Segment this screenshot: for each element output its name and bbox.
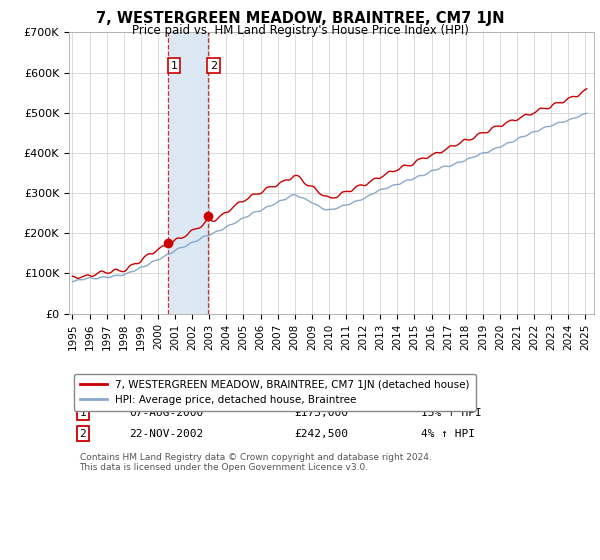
Text: 4% ↑ HPI: 4% ↑ HPI — [421, 429, 475, 439]
Bar — [168, 32, 208, 314]
Text: 1: 1 — [79, 408, 86, 418]
Text: 15% ↑ HPI: 15% ↑ HPI — [421, 408, 482, 418]
Text: £175,000: £175,000 — [295, 408, 349, 418]
Text: 07-AUG-2000: 07-AUG-2000 — [130, 408, 203, 418]
Text: 22-NOV-2002: 22-NOV-2002 — [130, 429, 203, 439]
Text: 2: 2 — [210, 60, 217, 71]
Text: Price paid vs. HM Land Registry's House Price Index (HPI): Price paid vs. HM Land Registry's House … — [131, 24, 469, 36]
Text: 1: 1 — [170, 60, 178, 71]
Text: £242,500: £242,500 — [295, 429, 349, 439]
Legend: 7, WESTERGREEN MEADOW, BRAINTREE, CM7 1JN (detached house), HPI: Average price, : 7, WESTERGREEN MEADOW, BRAINTREE, CM7 1J… — [74, 374, 476, 412]
Text: 2: 2 — [79, 429, 86, 439]
Text: Contains HM Land Registry data © Crown copyright and database right 2024.
This d: Contains HM Land Registry data © Crown c… — [79, 452, 431, 472]
Text: 7, WESTERGREEN MEADOW, BRAINTREE, CM7 1JN: 7, WESTERGREEN MEADOW, BRAINTREE, CM7 1J… — [96, 11, 504, 26]
